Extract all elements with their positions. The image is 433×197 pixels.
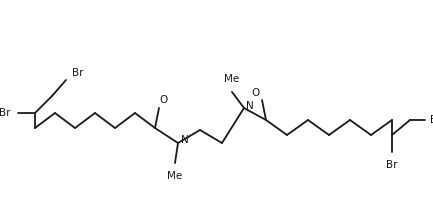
Text: O: O — [251, 88, 259, 98]
Text: N: N — [246, 101, 254, 111]
Text: Me: Me — [224, 74, 239, 84]
Text: Br: Br — [72, 68, 84, 78]
Text: Br: Br — [386, 160, 398, 170]
Text: Me: Me — [168, 171, 183, 181]
Text: Br: Br — [0, 108, 10, 118]
Text: N: N — [181, 135, 189, 145]
Text: Br: Br — [430, 115, 433, 125]
Text: O: O — [159, 95, 167, 105]
